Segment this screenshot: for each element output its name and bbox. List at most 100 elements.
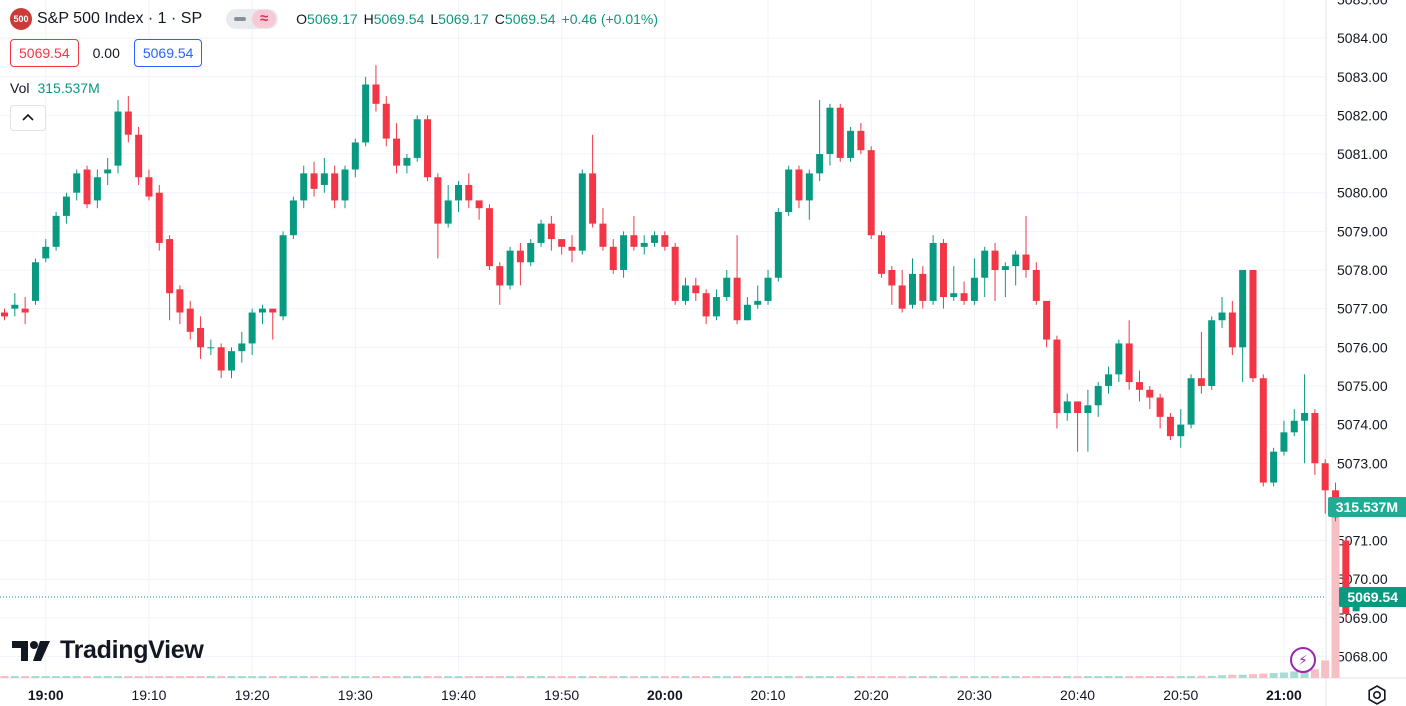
volume-bar	[815, 676, 824, 678]
price-change: +0.46 (+0.01%)	[561, 11, 659, 27]
tradingview-logo[interactable]: TradingView	[12, 636, 204, 665]
candle-body	[939, 242, 947, 298]
volume-bar	[1114, 676, 1123, 678]
volume-bar	[733, 676, 742, 678]
candle-body	[960, 293, 968, 301]
candle-body	[424, 119, 432, 178]
candle-body	[1259, 378, 1267, 483]
volume-bar	[217, 676, 226, 678]
volume-bar	[1021, 676, 1030, 678]
volume-bar	[330, 676, 339, 678]
y-tick-label: 5084.00	[1337, 30, 1388, 46]
volume-bar	[52, 676, 61, 678]
volume-bar	[93, 676, 102, 678]
candle-body	[403, 157, 411, 166]
candle-body	[1270, 451, 1278, 483]
candle-body	[104, 169, 112, 174]
candle-body	[640, 242, 648, 247]
sp500-logo-icon[interactable]: 500	[10, 8, 32, 30]
candle-body	[547, 223, 555, 240]
volume-bar	[877, 676, 886, 678]
y-tick-label: 5085.00	[1337, 0, 1388, 7]
buy-button[interactable]: 5069.54	[133, 39, 203, 67]
volume-bar	[949, 676, 958, 678]
settings-gear-icon[interactable]	[1366, 684, 1388, 706]
candle-body	[888, 270, 896, 286]
lightning-icon[interactable]: ⚡	[1290, 647, 1316, 673]
candle-body	[651, 235, 659, 243]
volume-bar	[1187, 676, 1196, 678]
volume-bar	[1063, 676, 1072, 678]
volume-bar	[1073, 676, 1082, 678]
volume-bar	[237, 676, 246, 678]
candle-body	[537, 223, 545, 243]
candle-body	[465, 184, 473, 201]
y-tick-label: 5073.00	[1337, 455, 1388, 471]
candle-body	[83, 169, 91, 205]
y-tick-label: 5074.00	[1337, 417, 1388, 433]
candle-body	[1218, 312, 1226, 321]
volume-bar	[526, 676, 535, 678]
collapse-legend-button[interactable]	[10, 105, 46, 131]
y-tick-label: 5075.00	[1337, 378, 1388, 394]
candle-body	[289, 200, 297, 236]
candle-body	[919, 273, 927, 301]
volume-bar	[124, 676, 133, 678]
candle-body	[1342, 540, 1350, 614]
market-status-toggle[interactable]: ≈	[226, 9, 279, 29]
volume-legend[interactable]: Vol 315.537M	[10, 80, 100, 96]
volume-bar	[856, 676, 865, 678]
volume-bar	[567, 676, 576, 678]
volume-bar	[1238, 674, 1247, 678]
candle-body	[867, 150, 875, 236]
volume-bar	[1011, 676, 1020, 678]
x-tick-label: 21:00	[1266, 687, 1302, 703]
candle-body	[1022, 254, 1030, 270]
candle-body	[1166, 416, 1174, 437]
candle-body	[1125, 343, 1133, 383]
volume-bar	[588, 676, 597, 678]
y-tick-label: 5080.00	[1337, 185, 1388, 201]
volume-badge: 315.537M	[1327, 497, 1406, 517]
y-tick-label: 5070.00	[1337, 571, 1388, 587]
candle-body	[847, 130, 855, 158]
ohlc-low: L5069.17	[430, 11, 489, 27]
candle-body	[62, 196, 70, 216]
candle-body	[1301, 413, 1309, 421]
volume-bar	[248, 676, 257, 678]
volume-bar	[1032, 676, 1041, 678]
volume-bar	[1042, 676, 1051, 678]
volume-bar	[970, 676, 979, 678]
candle-body	[805, 173, 813, 201]
volume-bar	[764, 676, 773, 678]
sell-button[interactable]: 5069.54	[10, 39, 79, 67]
volume-bar	[186, 676, 195, 678]
volume-bar	[1331, 508, 1340, 678]
candle-body	[1063, 401, 1071, 414]
last-price-badge: 5069.54	[1339, 587, 1406, 607]
symbol-title[interactable]: S&P 500 Index · 1 · SP	[37, 10, 203, 27]
candle-body	[609, 246, 617, 270]
volume-bar	[165, 676, 174, 678]
volume-bar	[21, 676, 30, 678]
candle-body	[186, 308, 194, 332]
volume-bar	[836, 676, 845, 678]
candle-body	[279, 235, 287, 317]
dash-icon	[234, 17, 247, 21]
volume-bar	[547, 676, 556, 678]
candle-body	[712, 297, 720, 317]
volume-bar	[960, 676, 969, 678]
volume-bar	[340, 676, 349, 678]
candle-body	[300, 173, 308, 201]
volume-bar	[980, 676, 989, 678]
x-tick-label: 19:10	[131, 687, 166, 703]
chart-legend: 500 S&P 500 Index · 1 · SP ≈ O5069.17 H5…	[10, 8, 658, 30]
candle-body	[341, 169, 349, 201]
candle-body	[351, 142, 359, 170]
volume-bar	[1166, 676, 1175, 678]
x-tick-label: 20:20	[854, 687, 889, 703]
volume-value: 315.537M	[37, 80, 100, 96]
x-tick-label: 19:40	[441, 687, 476, 703]
candle-body	[692, 285, 700, 294]
